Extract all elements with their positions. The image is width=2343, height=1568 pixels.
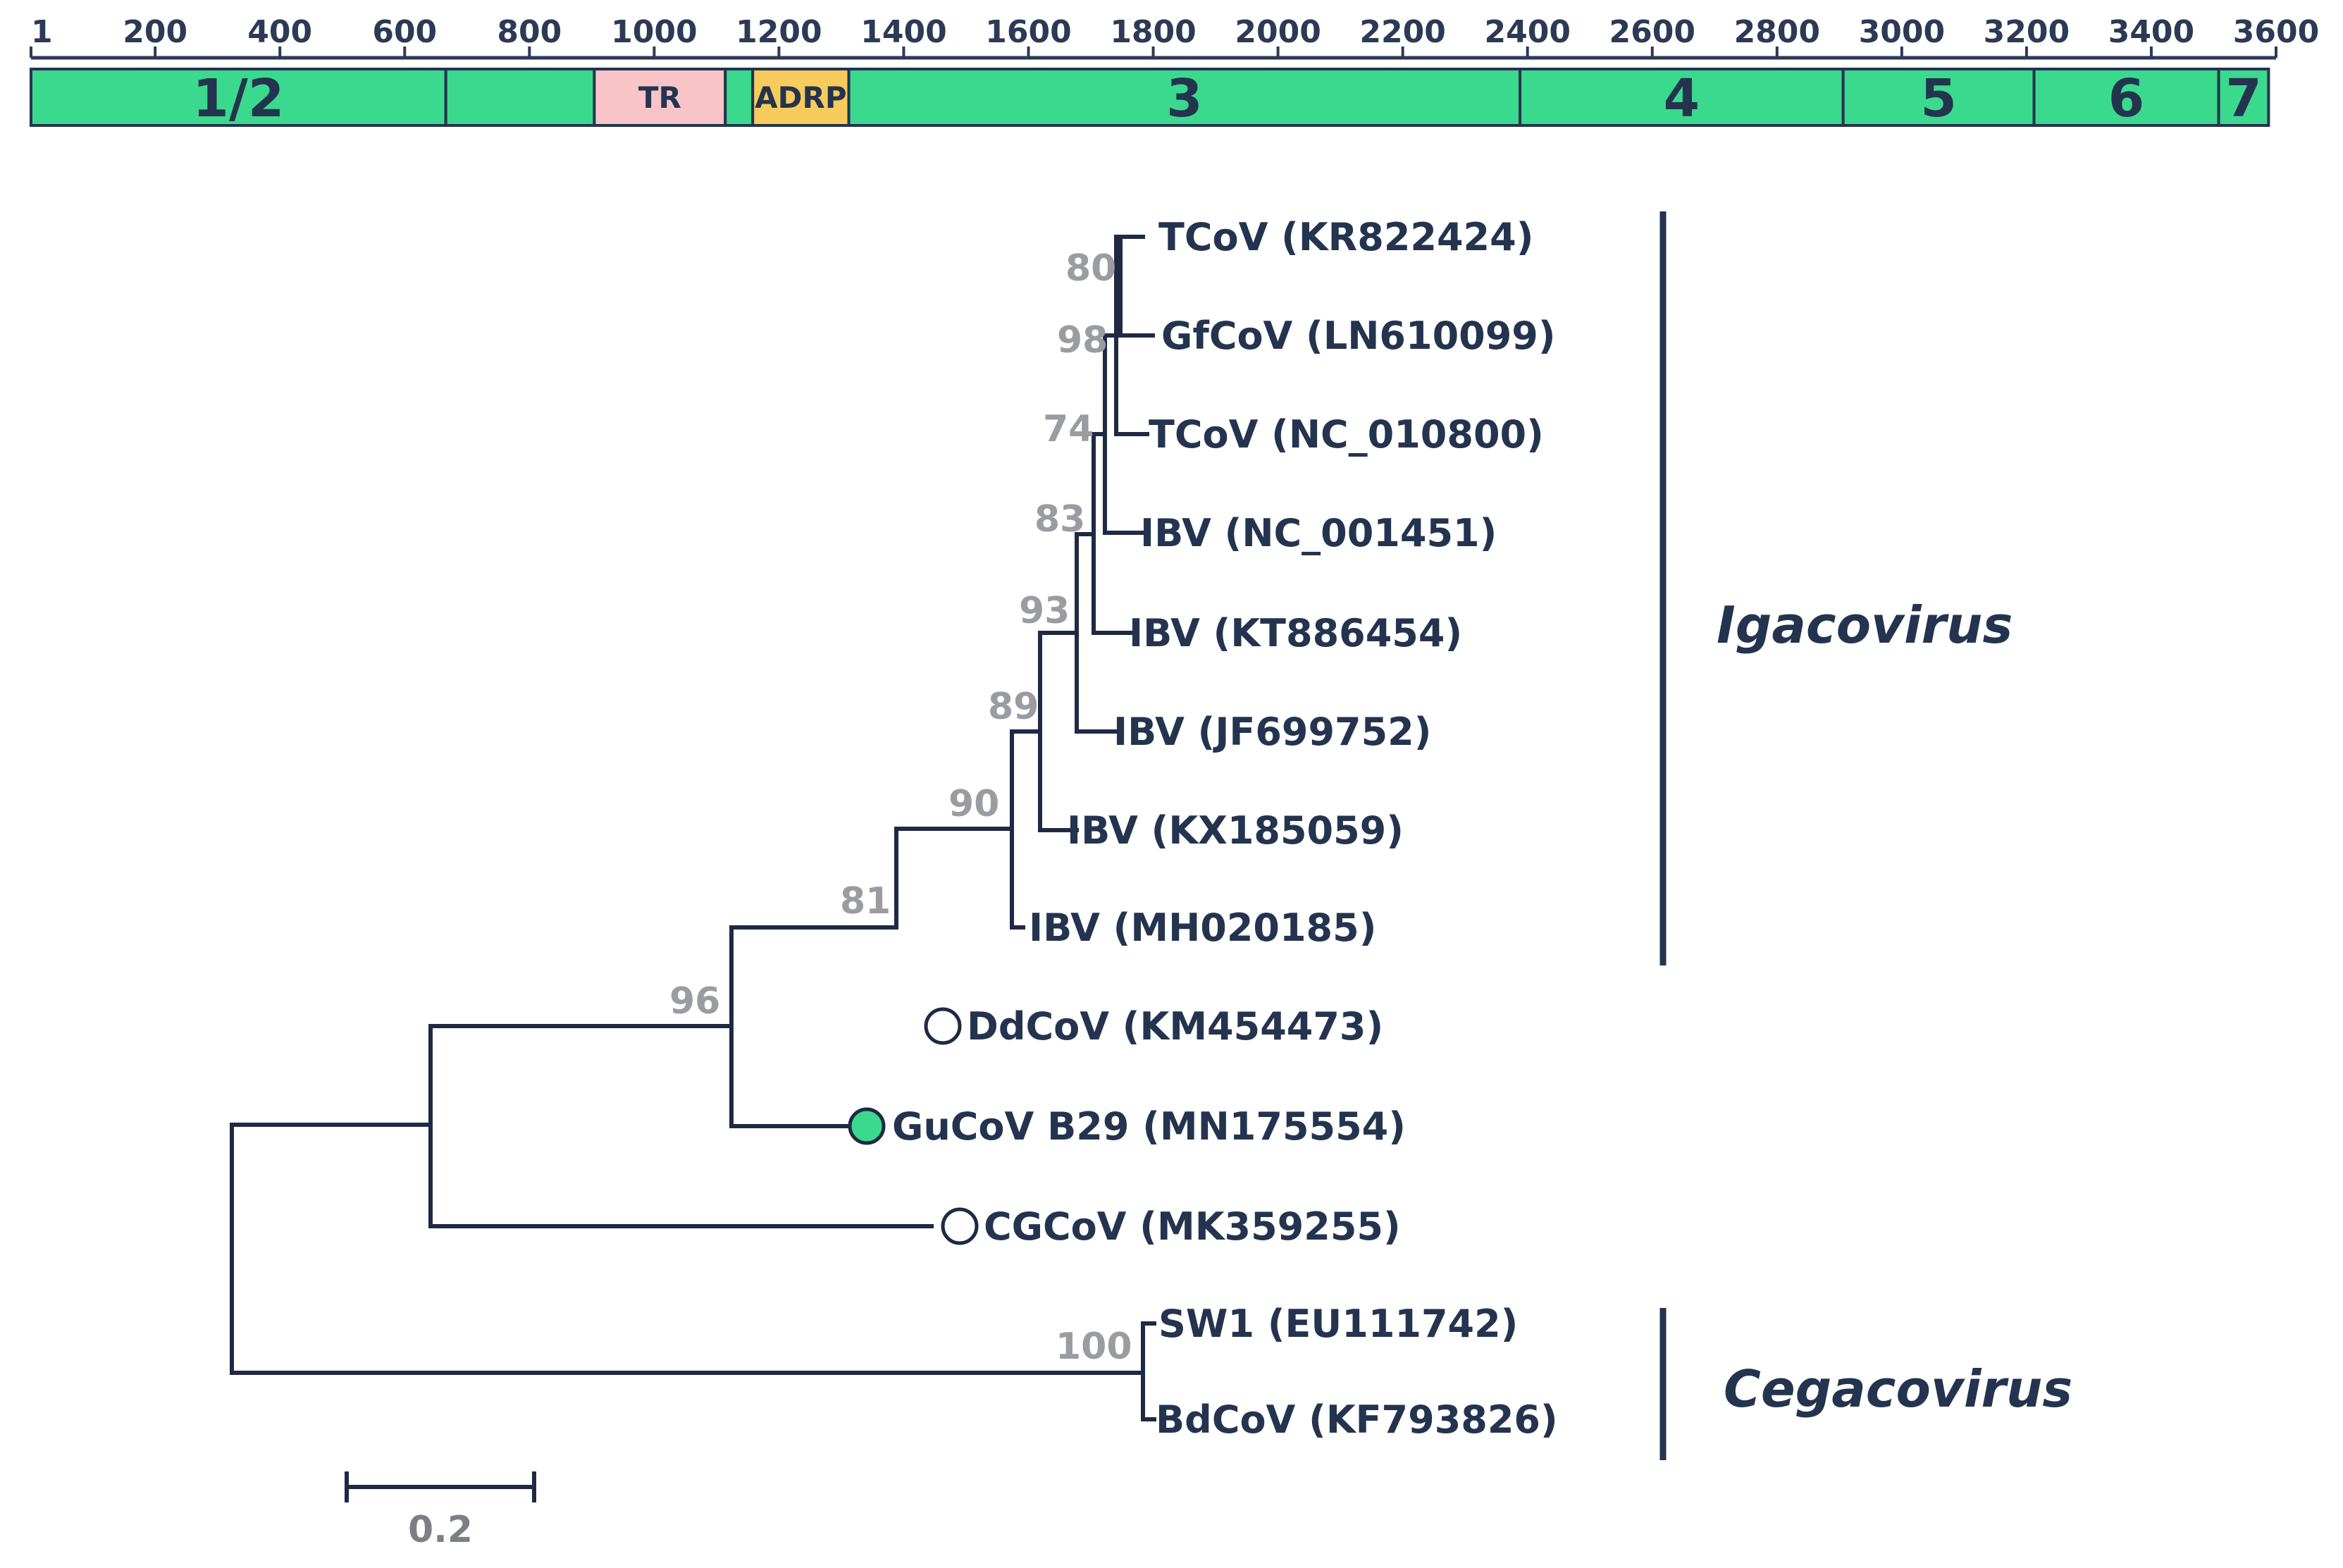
filled-circle-marker	[848, 1107, 886, 1145]
taxon-label: IBV (KX185059)	[1067, 808, 1404, 853]
taxon-label: SW1 (EU111742)	[1158, 1302, 1518, 1346]
axis-tick-label: 2200	[1359, 14, 1445, 50]
scale-bar-label: 0.2	[408, 1509, 473, 1551]
axis-tick-label: 2800	[1734, 14, 1820, 50]
bootstrap-values: 80 98 74 83 93 89 90 81 96 100	[669, 247, 1132, 1368]
bootstrap-value: 83	[1034, 498, 1085, 541]
axis-tick-label: 1	[31, 14, 53, 50]
genome-segment	[1841, 68, 2036, 127]
open-circle-marker	[924, 1007, 962, 1045]
genome-segment	[751, 68, 851, 127]
axis-tick-label: 2000	[1235, 14, 1321, 50]
axis-tick-label: 3600	[2233, 14, 2319, 50]
taxon-labels: TCoV (KR822424) GfCoV (LN610099) TCoV (N…	[892, 215, 1558, 1442]
bootstrap-value: 74	[1043, 408, 1094, 450]
taxon-label: IBV (MH020185)	[1029, 906, 1376, 950]
axis-tick-label: 800	[497, 14, 562, 50]
genome-map: 1 200 400 600 800 1000 1200 1400 1600 1800 2000 220…	[30, 14, 2319, 129]
axis-tick-label: 400	[247, 14, 312, 50]
axis-tick-label: 3400	[2108, 14, 2194, 50]
axis-tick-label: 1800	[1110, 14, 1196, 50]
axis-tick-label: 200	[123, 14, 187, 50]
axis-tick-label: 1600	[985, 14, 1071, 50]
genome-segment-label: TR	[638, 80, 681, 115]
cegacovirus-clade-label: Cegacovirus	[1724, 1359, 2072, 1419]
open-circle-marker	[941, 1207, 979, 1245]
axis-tick-label: 1000	[611, 14, 697, 50]
bootstrap-value: 81	[840, 880, 891, 922]
bootstrap-value: 80	[1065, 247, 1116, 290]
taxon-label: TCoV (NC_010800)	[1149, 412, 1544, 457]
axis-tick-label: 3200	[1984, 14, 2070, 50]
taxon-label: CGCoV (MK359255)	[984, 1204, 1401, 1249]
axis-tick-label: 1200	[736, 14, 822, 50]
genome-segment-label: 6	[2108, 68, 2145, 129]
taxon-label: IBV (NC_001451)	[1140, 511, 1497, 555]
taxon-label: BdCoV (KF793826)	[1156, 1397, 1558, 1442]
axis-tick-label: 600	[372, 14, 437, 50]
bootstrap-value: 100	[1056, 1326, 1132, 1368]
bootstrap-value: 93	[1019, 590, 1070, 632]
axis-tick-label: 3000	[1859, 14, 1945, 50]
taxon-label: GuCoV B29 (MN175554)	[892, 1104, 1406, 1149]
genome-segment-label: 1/2	[192, 68, 284, 129]
taxon-label: IBV (KT886454)	[1129, 611, 1462, 655]
bootstrap-value: 90	[948, 783, 999, 825]
bootstrap-value: 98	[1057, 319, 1108, 362]
bootstrap-value: 96	[669, 980, 720, 1023]
taxon-label: TCoV (KR822424)	[1158, 215, 1533, 259]
genome-segment	[444, 68, 596, 127]
genome-segment	[593, 68, 727, 127]
axis-tick-label: 2400	[1484, 14, 1570, 50]
genome-segment	[30, 68, 447, 127]
genome-segment	[2217, 68, 2270, 127]
igacovirus-clade-label: Igacovirus	[1717, 595, 2013, 655]
tree-branches	[230, 235, 1156, 1421]
genome-segment-label: 7	[2225, 68, 2262, 129]
axis-tick-label: 1400	[860, 14, 946, 50]
genome-segment-label: ADRP	[755, 80, 847, 115]
taxon-label: GfCoV (LN610099)	[1161, 314, 1556, 358]
genome-segments: 1/2 TR ADRP 3 4 5 6 7	[30, 68, 2270, 129]
bootstrap-value: 89	[988, 686, 1039, 728]
scale-bar: 0.2	[345, 1471, 536, 1551]
genome-axis: 1 200 400 600 800 1000 1200 1400 1600 1800 2000 220…	[30, 14, 2319, 60]
phylogenetic-tree: TCoV (KR822424) GfCoV (LN610099) TCoV (N…	[230, 211, 2072, 1551]
genome-segment-label: 4	[1664, 68, 1700, 129]
axis-tick-label: 2600	[1609, 14, 1695, 50]
genome-segment	[724, 68, 755, 127]
taxon-label: IBV (JF699752)	[1113, 710, 1431, 754]
taxon-label: DdCoV (KM454473)	[967, 1004, 1383, 1049]
genome-segment-label: 5	[1920, 68, 1957, 129]
genome-segment-label: 3	[1166, 68, 1203, 129]
